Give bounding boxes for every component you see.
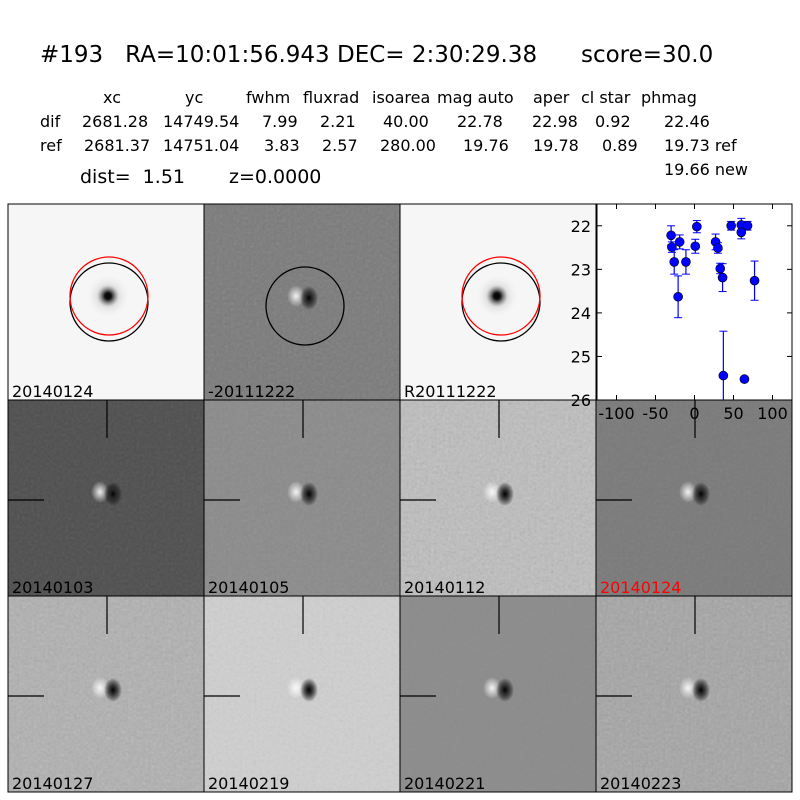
- epoch-stamp: [7, 595, 205, 793]
- table-cell: 0.92: [595, 112, 631, 131]
- y-tick-label: 24: [571, 304, 591, 323]
- stamp-label: 20140105: [208, 578, 289, 597]
- x-tick-label: 50: [723, 404, 743, 423]
- aperture-circle: [69, 256, 149, 336]
- data-point: [726, 220, 736, 231]
- data-point: [713, 243, 723, 253]
- epoch-stamp: [595, 399, 793, 597]
- data-point: [739, 374, 750, 384]
- data-point: [749, 275, 760, 286]
- epoch-stamp: [595, 595, 793, 793]
- epoch-stamp: [399, 399, 597, 597]
- epoch-stamp: [7, 399, 205, 597]
- candidate-title: #193 RA=10:01:56.943 DEC= 2:30:29.38 sco…: [40, 42, 714, 68]
- epoch-stamp: [203, 595, 401, 793]
- table-cell: 22.46: [664, 112, 710, 131]
- column-header: fwhm: [246, 88, 291, 107]
- column-header: aper: [533, 88, 570, 107]
- stamp-label: 20140103: [12, 578, 93, 597]
- column-header: fluxrad: [303, 88, 360, 107]
- stamp-label: 20140223: [600, 774, 681, 793]
- column-header: cl star: [581, 88, 631, 107]
- table-cell: 19.78: [533, 136, 579, 155]
- stamp-label: 20140221: [404, 774, 485, 793]
- row-label: ref: [40, 136, 62, 155]
- column-header: yc: [185, 88, 204, 107]
- data-point: [681, 257, 691, 267]
- y-tick-label: 26: [571, 391, 591, 410]
- stamp-label: 20140219: [208, 774, 289, 793]
- data-point: [742, 220, 753, 231]
- stamp-label: R20111222: [404, 382, 497, 401]
- data-point: [669, 257, 680, 267]
- column-header: mag auto: [437, 88, 514, 107]
- table-cell: 19.76: [463, 136, 509, 155]
- x-tick-label: -50: [642, 404, 668, 423]
- table-cell: 2681.28: [82, 112, 149, 131]
- table-cell: 40.00: [383, 112, 429, 131]
- x-tick-label: 0: [689, 404, 699, 423]
- epoch-stamp: [399, 595, 597, 793]
- ref-image-stamp: [399, 203, 597, 401]
- stamp-label: 20140124: [12, 382, 93, 401]
- y-tick-label: 25: [571, 347, 591, 366]
- data-point: [717, 272, 728, 283]
- table-cell: 0.89: [602, 136, 638, 155]
- data-point: [667, 242, 677, 252]
- data-point: [718, 370, 729, 381]
- data-point: [674, 237, 685, 247]
- table-cell: 22.98: [532, 112, 578, 131]
- aperture-circle: [461, 256, 541, 336]
- x-tick-label: 100: [757, 404, 788, 423]
- table-cell: 19.73 ref: [664, 136, 737, 155]
- table-cell: 3.83: [264, 136, 300, 155]
- stamp-label: -20111222: [208, 382, 295, 401]
- table-cell: 2681.37: [84, 136, 151, 155]
- dist-value: dist= 1.51: [80, 166, 185, 188]
- new-mag-value: 19.66 new: [664, 160, 748, 179]
- row-label: dif: [40, 112, 61, 131]
- new-image-stamp: [7, 203, 205, 401]
- redshift-value: z=0.0000: [229, 166, 322, 188]
- diff-image-stamp: [203, 203, 401, 401]
- stamp-label: 20140127: [12, 774, 93, 793]
- x-tick-label: -100: [598, 404, 634, 423]
- data-point: [692, 221, 702, 232]
- table-cell: 14749.54: [163, 112, 240, 131]
- column-header: phmag: [641, 88, 697, 107]
- table-cell: 14751.04: [163, 136, 240, 155]
- epoch-stamp: [203, 399, 401, 597]
- aperture-circle: [265, 266, 345, 346]
- table-cell: 7.99: [262, 112, 298, 131]
- y-tick-label: 23: [571, 260, 591, 279]
- light-curve-plot: -100 -50 0 50 100 22 23 24 25 26: [571, 203, 793, 423]
- y-tick-label: 22: [571, 217, 591, 236]
- data-point: [666, 230, 676, 241]
- data-point: [715, 263, 726, 274]
- table-cell: 2.21: [320, 112, 356, 131]
- column-header: xc: [103, 88, 121, 107]
- stamp-label: 20140124: [600, 578, 681, 597]
- column-header: isoarea: [372, 88, 431, 107]
- table-cell: 280.00: [380, 136, 436, 155]
- table-cell: 2.57: [322, 136, 358, 155]
- table-cell: 22.78: [457, 112, 503, 131]
- stamp-label: 20140112: [404, 578, 485, 597]
- data-point: [673, 291, 683, 302]
- data-point: [690, 241, 701, 252]
